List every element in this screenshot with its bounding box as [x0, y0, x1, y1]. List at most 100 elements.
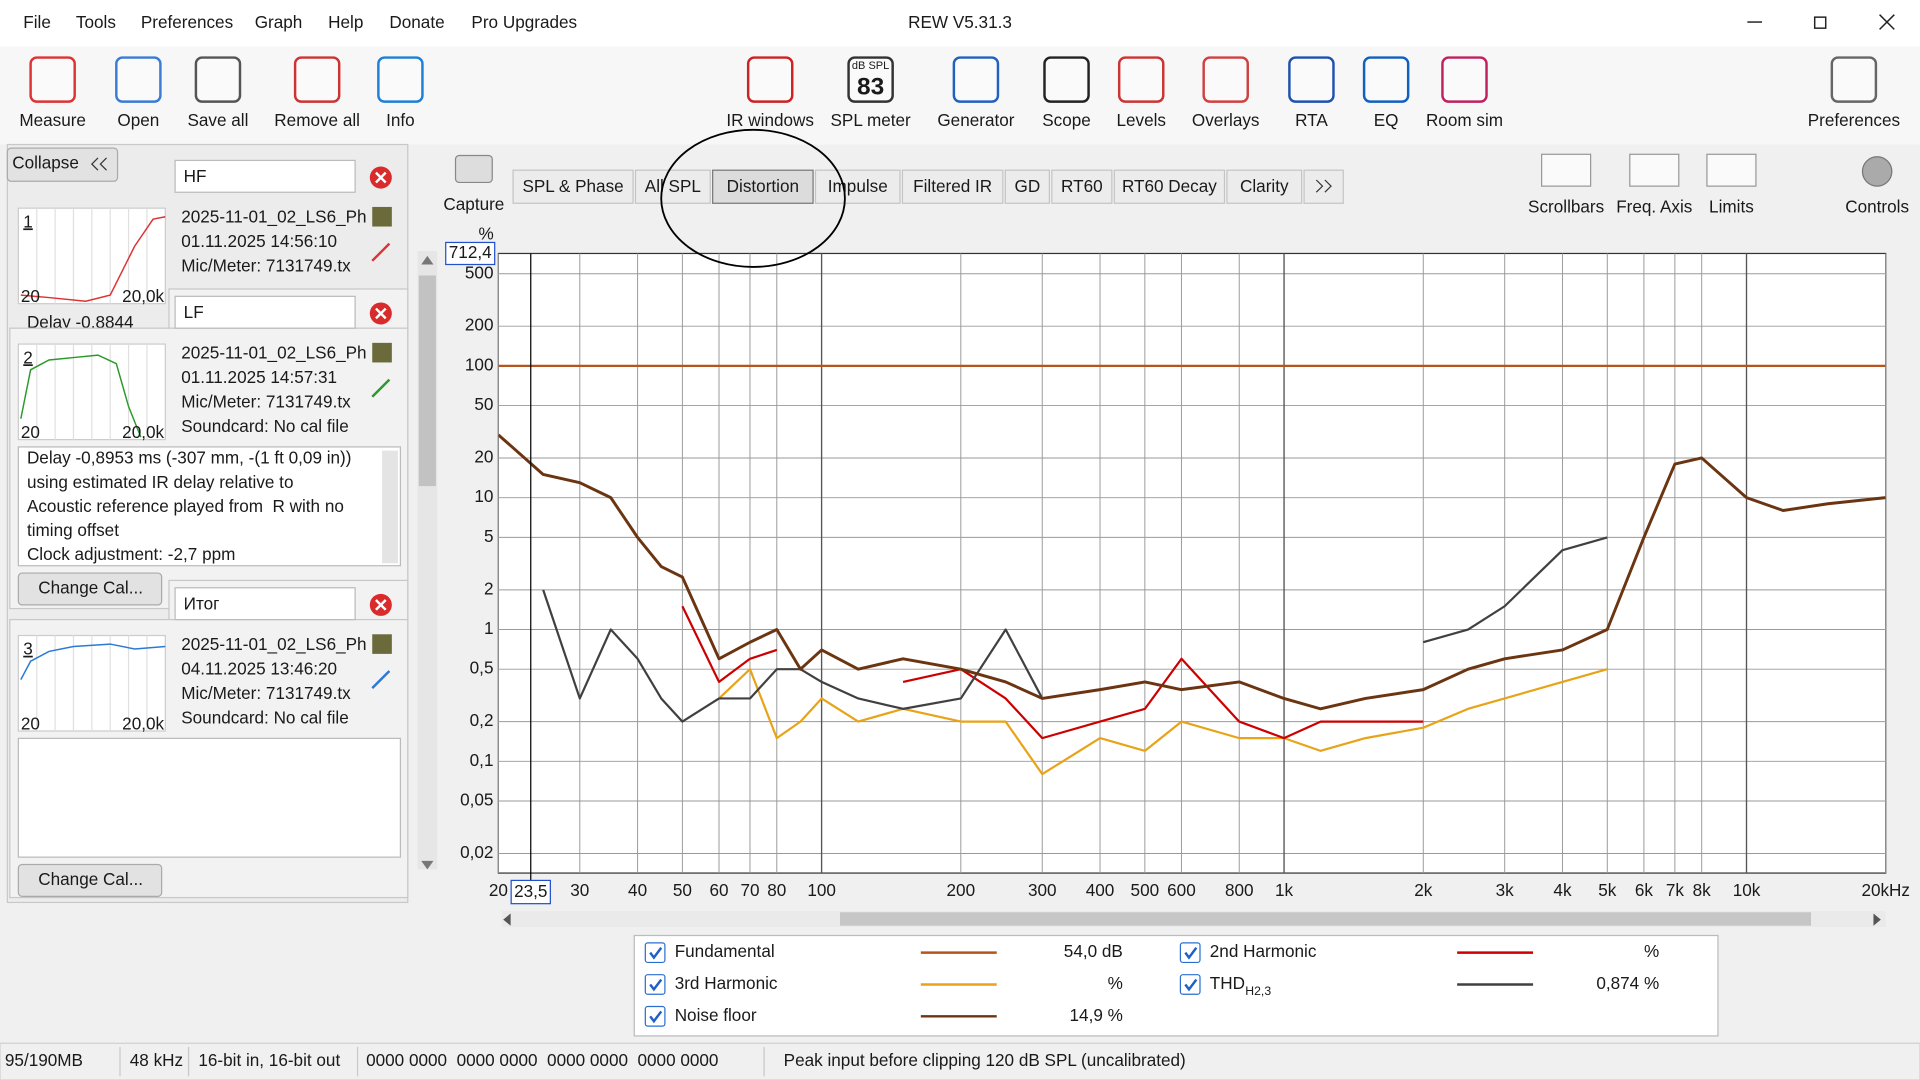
- series-line: [718, 668, 1608, 776]
- status-text: 95/190MB: [5, 1050, 83, 1070]
- x-tick-label: 7k: [1666, 880, 1685, 900]
- toolbar-icon: [293, 56, 341, 103]
- x-tick-label: 80: [767, 880, 786, 900]
- series-line: [542, 536, 1608, 723]
- menu-item[interactable]: Tools: [76, 12, 116, 32]
- toolbar-button[interactable]: [1288, 56, 1335, 103]
- graph-tab[interactable]: [712, 169, 814, 204]
- more-tabs[interactable]: [1303, 169, 1344, 204]
- thumb-end: 20,0k: [122, 422, 164, 442]
- legend-checkbox[interactable]: [1179, 942, 1201, 964]
- legend-readout: 54,0 dB: [1064, 941, 1123, 961]
- toolbar-label: Levels: [1116, 110, 1166, 130]
- status-bar: [0, 1042, 1920, 1080]
- remove-x: [375, 171, 387, 184]
- toolbar-button[interactable]: [293, 56, 341, 103]
- toolbar-button[interactable]: [1441, 56, 1488, 103]
- graph-tab-label: RT60 Decay: [1122, 176, 1217, 196]
- legend-name-sub: H2,3: [1245, 984, 1271, 998]
- restore-button[interactable]: [1813, 16, 1827, 29]
- measurement-info: Mic/Meter: 7131749.tx: [181, 391, 351, 411]
- x-tick-label: 40: [628, 880, 647, 900]
- window-controls: [1747, 14, 1895, 30]
- toolbar-icon: [1117, 56, 1165, 103]
- menu-item[interactable]: Graph: [255, 12, 303, 32]
- toolbar-label: Info: [386, 110, 415, 130]
- y-tick-label: 0,02: [460, 842, 493, 862]
- capture-icon[interactable]: [454, 154, 493, 184]
- toolbar-button[interactable]: [746, 56, 794, 103]
- measurement-info: Mic/Meter: 7131749.tx: [181, 683, 351, 703]
- change-cal-button[interactable]: [17, 863, 163, 897]
- toolbar-button[interactable]: [194, 56, 242, 103]
- legend-checkbox[interactable]: [1179, 974, 1201, 995]
- h-scroll-thumb[interactable]: [840, 912, 1812, 926]
- x-tick-label: 300: [1028, 880, 1057, 900]
- graph-tab[interactable]: [1226, 169, 1303, 204]
- toolbar-button[interactable]: [1117, 56, 1165, 103]
- toolbar-label: RTA: [1295, 110, 1328, 130]
- menu-item[interactable]: Help: [328, 12, 363, 32]
- menu-item[interactable]: File: [23, 12, 51, 32]
- name-field[interactable]: [174, 587, 356, 621]
- sidebar-scroll-thumb[interactable]: [418, 275, 436, 487]
- toolbar-button[interactable]: [115, 56, 162, 103]
- measurement-info: 01.11.2025 14:56:10: [181, 231, 337, 251]
- graph-tool-icon[interactable]: [1629, 153, 1680, 187]
- more-chevrons: [1315, 179, 1332, 193]
- cursor-y-label: 712,4: [449, 242, 492, 262]
- graph-tool-label: Scrollbars: [1528, 197, 1604, 217]
- graph-tab[interactable]: [1113, 169, 1226, 204]
- thumb-curve: [20, 643, 166, 680]
- toolbar-button[interactable]: [377, 56, 424, 103]
- graph-tab[interactable]: [1051, 169, 1113, 204]
- toolbar-button[interactable]: [1043, 56, 1090, 103]
- close-button[interactable]: [1879, 14, 1895, 30]
- graph-tab[interactable]: [1004, 169, 1050, 204]
- menu-item[interactable]: Preferences: [141, 12, 233, 32]
- toolbar-button[interactable]: [1202, 56, 1249, 103]
- check-mark: [649, 947, 663, 960]
- graph-tab[interactable]: [814, 169, 901, 204]
- graph-tab[interactable]: [512, 169, 634, 204]
- toolbar-label: Remove all: [274, 110, 360, 130]
- x-tick-label: 600: [1167, 880, 1196, 900]
- toolbar-icon: [1362, 56, 1410, 103]
- change-cal-button[interactable]: [17, 572, 163, 606]
- menu-item[interactable]: Pro Upgrades: [471, 12, 577, 32]
- window-title: REW V5.31.3: [908, 12, 1012, 32]
- legend-checkbox[interactable]: [644, 942, 666, 964]
- legend-checkbox[interactable]: [644, 1005, 666, 1027]
- toolbar-label: EQ: [1374, 110, 1399, 130]
- graph-tab[interactable]: [901, 169, 1004, 204]
- collapse-button[interactable]: [6, 147, 119, 182]
- toolbar-icon: [1288, 56, 1335, 103]
- y-tick-label: 0,2: [470, 710, 494, 730]
- graph-tool-icon[interactable]: [1706, 153, 1757, 187]
- toolbar-button[interactable]: [1362, 56, 1410, 103]
- y-tick-label: 0,1: [470, 750, 494, 770]
- toolbar-label: Room sim: [1426, 110, 1503, 130]
- status-text: 48 kHz: [130, 1050, 183, 1070]
- toolbar-button[interactable]: [847, 56, 894, 103]
- y-tick-label: 20: [474, 447, 493, 467]
- name-field[interactable]: [174, 295, 356, 329]
- x-tick-label: 8k: [1693, 880, 1712, 900]
- thumb-end: 20,0k: [122, 713, 164, 733]
- menu-item[interactable]: Donate: [389, 12, 444, 32]
- toolbar-button[interactable]: [952, 56, 1000, 103]
- x-tick-label: 3k: [1496, 880, 1515, 900]
- measurement-info: Mic/Meter: 7131749.tx: [181, 255, 351, 275]
- name-field[interactable]: [174, 159, 356, 193]
- check-mark: [649, 1010, 663, 1024]
- legend-checkbox[interactable]: [644, 974, 666, 995]
- graph-tab[interactable]: [634, 169, 711, 204]
- plot-lines: [498, 364, 1886, 776]
- toolbar-button[interactable]: [29, 56, 76, 103]
- graph-tool-icon[interactable]: [1541, 153, 1592, 187]
- controls-icon[interactable]: [1861, 156, 1893, 187]
- remove-x: [375, 599, 387, 611]
- toolbar-button[interactable]: [1830, 56, 1878, 103]
